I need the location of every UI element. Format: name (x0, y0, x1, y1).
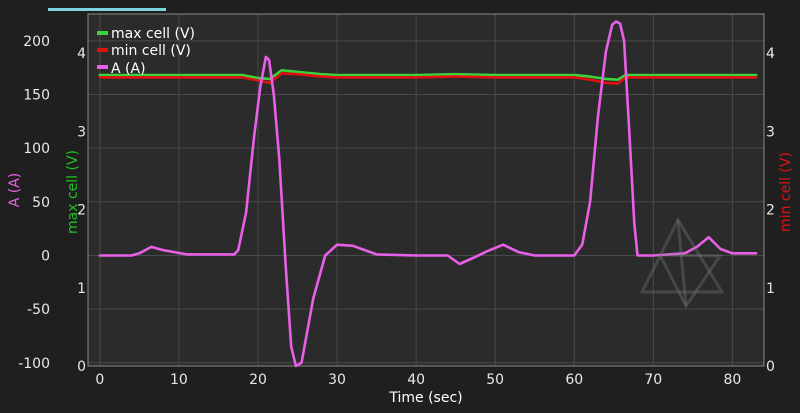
y-tick-label-current: 150 (23, 87, 50, 103)
y-tick-label-current: 200 (23, 34, 50, 50)
y-tick-label-max-cell: 0 (77, 359, 86, 375)
y-tick-label-max-cell: 1 (77, 281, 86, 297)
y-tick-label-min-cell: 4 (766, 46, 775, 62)
y-tick-label-min-cell: 0 (766, 359, 775, 375)
x-tick-label: 10 (170, 372, 188, 388)
watermark-logo-icon (639, 216, 725, 309)
legend: max cell (V) min cell (V) A (A) (97, 26, 195, 77)
legend-swatch-min-cell (97, 48, 108, 52)
legend-swatch-current (97, 65, 108, 69)
y-tick-label-min-cell: 2 (766, 203, 775, 219)
legend-label-min-cell: min cell (V) (111, 43, 191, 59)
legend-label-current: A (A) (111, 61, 146, 77)
series-line-2 (98, 20, 758, 368)
y-tick-label-current: 0 (41, 248, 50, 264)
y-tick-label-current: 100 (23, 141, 50, 157)
legend-label-max-cell: max cell (V) (111, 26, 195, 42)
grid-lines (87, 13, 765, 367)
series-layer (98, 20, 758, 368)
x-tick-label: 0 (95, 372, 104, 388)
x-axis-title: Time (sec) (388, 390, 462, 406)
y-tick-label-current: -50 (27, 302, 50, 318)
y-axis-title-max-cell: max cell (V) (65, 150, 81, 234)
x-tick-label: 50 (486, 372, 504, 388)
y-tick-label-max-cell: 4 (77, 46, 86, 62)
y-tick-label-current: -100 (18, 356, 50, 372)
y-tick-label-max-cell: 3 (77, 124, 86, 140)
y-tick-label-min-cell: 1 (766, 281, 775, 297)
x-tick-label: 40 (407, 372, 425, 388)
tick-labels: 0 10 20 30 40 50 60 70 80-100-500501001502000123… (18, 34, 775, 388)
x-tick-label: 60 (565, 372, 583, 388)
plot-area (88, 14, 764, 366)
y-tick-label-max-cell: 2 (77, 203, 86, 219)
y-axis-title-min-cell: min cell (V) (778, 152, 794, 232)
y-axis-title-current: A (A) (7, 173, 23, 208)
y-tick-label-current: 50 (32, 195, 50, 211)
x-tick-label: 30 (328, 372, 346, 388)
x-tick-label: 20 (249, 372, 267, 388)
plot-border (87, 13, 765, 367)
x-tick-label: 80 (723, 372, 741, 388)
y-tick-label-min-cell: 3 (766, 124, 775, 140)
tab-indicator (48, 8, 166, 11)
x-tick-label: 70 (644, 372, 662, 388)
legend-swatch-max-cell (97, 31, 108, 35)
